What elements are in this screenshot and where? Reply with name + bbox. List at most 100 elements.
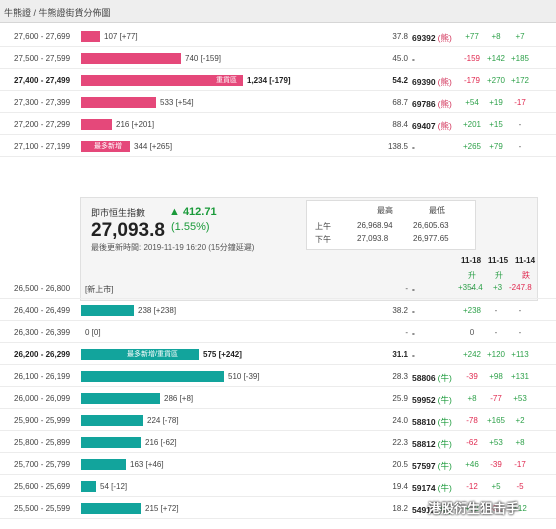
warrant-code[interactable]: 69392 (熊): [412, 32, 464, 44]
table-row[interactable]: 27,500 - 27,599 740 [-159] 45.0- -159 +142 +1…: [0, 50, 556, 69]
date-3: 11-14: [515, 256, 536, 265]
code-number[interactable]: 54911: [412, 505, 436, 515]
warrant-code[interactable]: 69407 (熊): [412, 120, 464, 132]
code-number[interactable]: 69407: [412, 121, 436, 131]
breadcrumb[interactable]: 牛熊證 / 牛熊證街貨分佈圖: [4, 8, 111, 18]
call-ratio: -: [405, 284, 408, 293]
daily-change: +15: [489, 120, 503, 129]
code-type: (牛): [437, 395, 452, 405]
table-row[interactable]: 27,600 - 27,699 107 [+77] 37.8 69392 (熊) +77 +…: [0, 28, 556, 47]
warrant-code[interactable]: -: [412, 54, 464, 64]
table-row[interactable]: 25,700 - 25,799 163 [+46] 20.5 57597 (牛) +46-…: [0, 456, 556, 475]
daily-change: +79: [489, 142, 503, 151]
table-row[interactable]: 26,400 - 26,499 238 [+238] 38.2- +238- -: [0, 302, 556, 321]
daily-change: -78: [466, 416, 478, 425]
price-range: 26,500 - 26,800: [14, 284, 71, 293]
pm-low: 26,977.65: [413, 234, 449, 243]
table-row[interactable]: 27,300 - 27,399 533 [+54] 68.7 69786 (熊) +54 +…: [0, 94, 556, 113]
daily-change: -159: [463, 54, 480, 63]
warrant-code[interactable]: 69390 (熊): [412, 76, 464, 88]
table-row[interactable]: 25,500 - 25,599 215 [+72] 18.2 54911 (牛) +72-…: [0, 500, 556, 519]
daily-change: -: [518, 120, 522, 129]
outstanding-qty: 0 [0]: [85, 328, 101, 337]
daily-change: +120: [486, 350, 506, 359]
code-number[interactable]: -: [412, 306, 415, 316]
daily-change: -39: [466, 372, 478, 381]
code-number[interactable]: 57597: [412, 461, 436, 471]
table-row[interactable]: 27,200 - 27,299 216 [+201] 88.4 69407 (熊) +20…: [0, 116, 556, 135]
call-ratio: 54.2: [392, 76, 408, 85]
date-1: 11-18: [461, 256, 482, 265]
code-type: (熊): [437, 33, 452, 43]
warrant-code[interactable]: 69786 (熊): [412, 98, 464, 110]
code-number[interactable]: 59174: [412, 483, 436, 493]
call-ratio: 28.3: [392, 372, 408, 381]
table-row[interactable]: 27,100 - 27,199 最多新增 344 [+265] 138.5- +265 +…: [0, 138, 556, 157]
daily-change: +5: [491, 482, 501, 491]
warrant-code[interactable]: 58810 (牛): [412, 416, 464, 428]
table-row[interactable]: 25,600 - 25,699 54 [-12] 19.4 59174 (牛) -12 +5…: [0, 478, 556, 497]
code-number[interactable]: -: [412, 54, 415, 64]
warrant-code[interactable]: 54911 (牛): [412, 504, 464, 516]
call-ratio: -: [405, 328, 408, 337]
warrant-code[interactable]: -: [412, 328, 464, 338]
code-number[interactable]: 58812: [412, 439, 436, 449]
code-number[interactable]: -: [412, 350, 415, 360]
warrant-code[interactable]: 58812 (牛): [412, 438, 464, 450]
code-number[interactable]: -: [412, 142, 415, 152]
bear-bar: [81, 31, 100, 42]
daily-change: -17: [514, 98, 526, 107]
code-type: (熊): [437, 99, 452, 109]
code-number[interactable]: 69786: [412, 99, 436, 109]
daily-change: -39: [490, 460, 502, 469]
table-row[interactable]: 26,300 - 26,399 0 [0] - -0- -: [0, 324, 556, 343]
code-number[interactable]: -: [412, 284, 415, 294]
table-row[interactable]: 26,000 - 26,099 286 [+8] 25.9 59952 (牛) +8 -77…: [0, 390, 556, 409]
price-range: 27,500 - 27,599: [14, 54, 71, 63]
table-row[interactable]: 27,400 - 27,499 重貨區 1,234 [-179] 54.2 69390(…: [0, 72, 556, 91]
warrant-code[interactable]: -: [412, 306, 464, 316]
hsi-title: 即市恒生指數: [91, 208, 146, 218]
code-number[interactable]: 59952: [412, 395, 436, 405]
warrant-code[interactable]: -: [412, 284, 464, 294]
outstanding-qty: 575 [+242]: [203, 350, 242, 359]
daily-change: +53: [489, 438, 503, 447]
price-range: 26,200 - 26,299: [14, 350, 71, 359]
code-number[interactable]: -: [412, 328, 415, 338]
table-row[interactable]: 26,100 - 26,199 510 [-39] 28.3 58806 (牛) -39 +…: [0, 368, 556, 387]
price-range: 25,500 - 25,599: [14, 504, 71, 513]
warrant-code[interactable]: 57597 (牛): [412, 460, 464, 472]
price-range: 27,200 - 27,299: [14, 120, 71, 129]
table-row[interactable]: 26,500 - 26,800 [新上市] - - -: [0, 280, 556, 299]
bull-bar: [81, 459, 126, 470]
code-number[interactable]: 69392: [412, 33, 436, 43]
bear-bar: [81, 97, 156, 108]
table-row[interactable]: 25,900 - 25,999 224 [-78] 24.0 58810 (牛) -78 +…: [0, 412, 556, 431]
bear-bar: [81, 119, 112, 130]
warrant-code[interactable]: 59174 (牛): [412, 482, 464, 494]
warrant-code[interactable]: 58806 (牛): [412, 372, 464, 384]
daily-change: +77: [465, 32, 479, 41]
code-number[interactable]: 58806: [412, 373, 436, 383]
daily-change: +172: [510, 76, 530, 85]
code-type: (牛): [437, 461, 452, 471]
bull-bar: [81, 349, 199, 360]
low-header: 最低: [429, 206, 445, 215]
outstanding-qty: 224 [-78]: [147, 416, 179, 425]
code-number[interactable]: 69390: [412, 77, 436, 87]
call-ratio: 38.2: [392, 306, 408, 315]
warrant-code[interactable]: 59952 (牛): [412, 394, 464, 406]
high-low-table: 最高 最低 上午 26,968.94 26,605.63 下午 27,093.8…: [306, 200, 476, 250]
call-ratio: 18.2: [392, 504, 408, 513]
warrant-code[interactable]: -: [412, 350, 464, 360]
code-type: (牛): [437, 439, 452, 449]
price-range: 27,600 - 27,699: [14, 32, 71, 41]
warrant-code[interactable]: -: [412, 142, 464, 152]
price-range: 27,100 - 27,199: [14, 142, 71, 151]
table-row[interactable]: 25,800 - 25,899 216 [-62] 22.3 58812 (牛) -62 +…: [0, 434, 556, 453]
bear-bar: [81, 141, 130, 152]
code-number[interactable]: 58810: [412, 417, 436, 427]
distribution-table: 27,600 - 27,699 107 [+77] 37.8 69392 (熊) +77 +…: [0, 23, 556, 529]
outstanding-qty: 1,234 [-179]: [247, 76, 291, 85]
table-row[interactable]: 26,200 - 26,299 最多新增/重貨區 575 [+242] 31.1- +2…: [0, 346, 556, 365]
